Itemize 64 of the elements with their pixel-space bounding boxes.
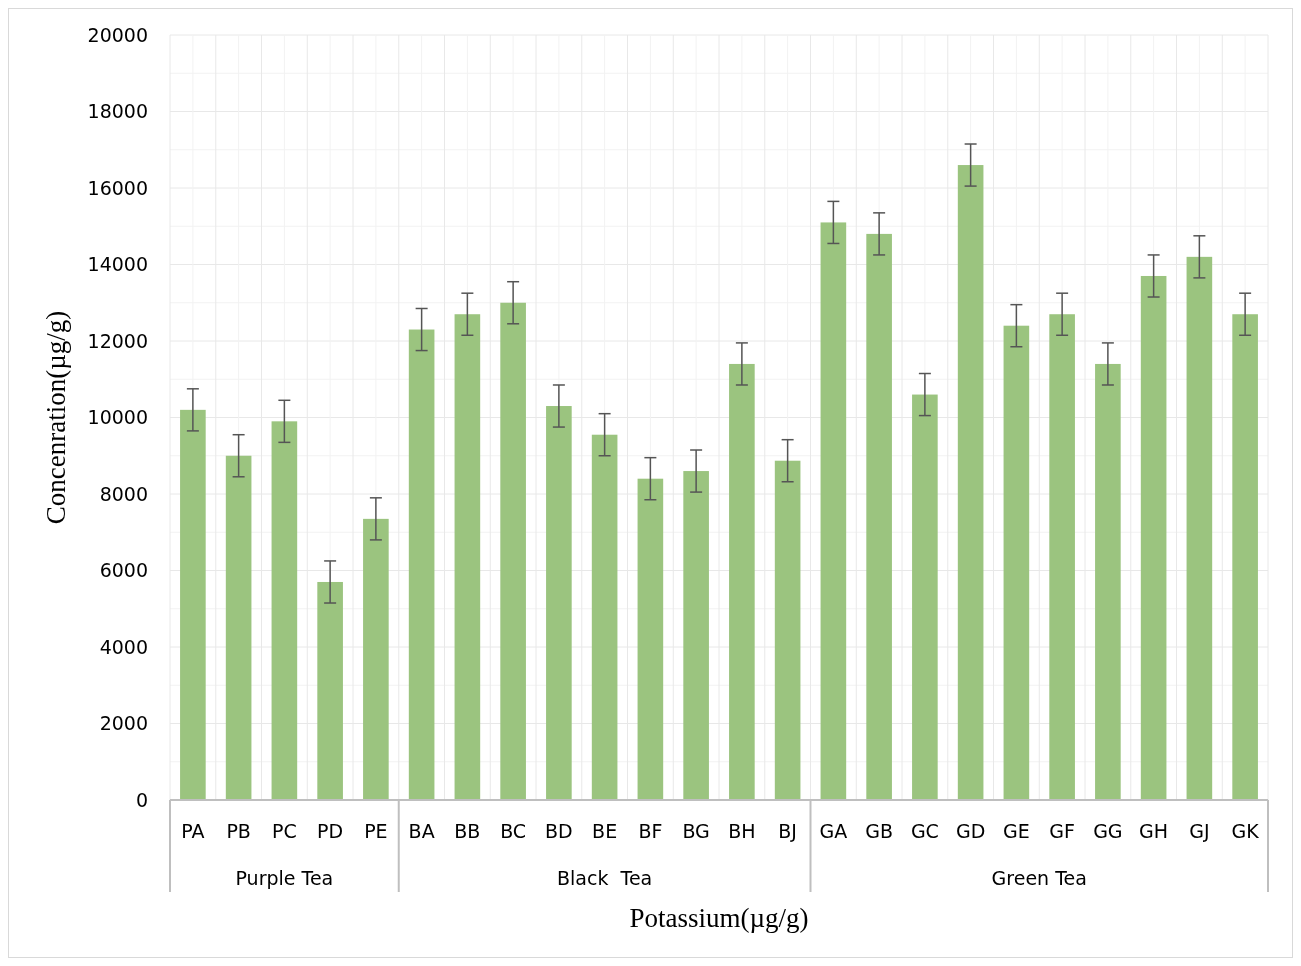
bar [774, 460, 801, 800]
x-tick-label: GJ [1189, 820, 1210, 842]
x-tick-label: BD [545, 820, 573, 842]
bar [957, 165, 984, 800]
bar [225, 455, 252, 800]
bar [1095, 363, 1121, 800]
y-tick-label: 20000 [87, 23, 148, 46]
x-tick-label: GB [865, 820, 894, 842]
bar [271, 421, 298, 800]
x-tick-label: BJ [778, 820, 797, 842]
bar [1049, 314, 1075, 800]
x-tick-label: PE [364, 820, 388, 842]
x-axis-title: Potassium(µg/g) [629, 903, 809, 933]
y-tick-label: 14000 [87, 253, 148, 276]
y-tick-label: 12000 [87, 329, 148, 352]
x-tick-label: PD [317, 820, 344, 842]
x-tick-label: BB [454, 820, 481, 842]
y-tick-label: 2000 [99, 712, 148, 735]
bar [637, 478, 664, 800]
text: Purple Tea [235, 867, 334, 889]
bar [1232, 314, 1258, 800]
x-tick-label: GH [1139, 820, 1169, 842]
x-tick-label: BE [592, 820, 618, 842]
x-tick-label: GG [1093, 820, 1123, 842]
y-tick-label: 8000 [99, 482, 148, 505]
bar [500, 302, 526, 800]
x-tick-label: GK [1231, 820, 1260, 842]
x-tick-label: PB [226, 820, 251, 842]
bar [1186, 256, 1213, 800]
x-tick-label: BC [500, 820, 527, 842]
bar [1003, 325, 1030, 800]
x-tick-label: GF [1049, 820, 1075, 842]
bar [546, 406, 572, 800]
bar [591, 434, 618, 800]
bar [820, 222, 847, 800]
y-tick-label: 10000 [87, 406, 148, 429]
x-tick-label: BF [638, 820, 663, 842]
y-tick-label: 4000 [99, 635, 148, 658]
y-tick-label: 18000 [87, 100, 148, 123]
x-tick-label: BH [728, 820, 756, 842]
x-tick-label: BA [408, 820, 435, 842]
bar [317, 581, 343, 800]
text: Black Tea [557, 867, 653, 889]
y-tick-label: 6000 [99, 559, 148, 582]
x-tick-label: PC [272, 820, 297, 842]
x-tick-label: GA [819, 820, 848, 842]
y-tick-label: 0 [135, 788, 148, 811]
x-tick-label: PA [181, 820, 205, 842]
y-axis-title: Concenration(µg/g) [41, 310, 71, 525]
bar [683, 471, 709, 800]
bar [180, 409, 206, 800]
bar [408, 329, 435, 800]
bar [363, 518, 389, 800]
x-tick-label: BG [682, 820, 710, 842]
text: Green Tea [991, 867, 1087, 889]
bar [912, 394, 938, 800]
bar [454, 314, 481, 800]
bar [1140, 275, 1167, 800]
x-tick-label: GC [910, 820, 939, 842]
y-tick-label: 16000 [87, 176, 148, 199]
x-tick-label: GD [955, 820, 986, 842]
bar [729, 363, 755, 800]
bar [866, 233, 892, 800]
x-tick-label: GE [1003, 820, 1030, 842]
